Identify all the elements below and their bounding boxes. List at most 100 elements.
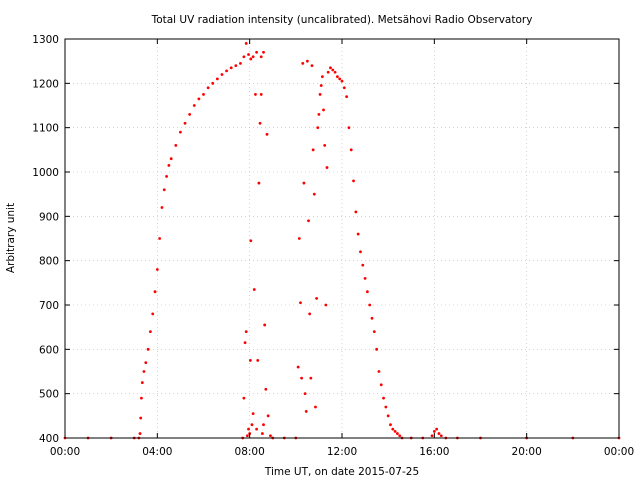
data-point [248, 359, 252, 362]
data-point [140, 381, 144, 384]
data-point [316, 126, 320, 130]
data-point [142, 370, 146, 373]
data-point [239, 61, 242, 65]
data-point [165, 175, 168, 178]
data-point [257, 181, 261, 185]
data-point [304, 410, 308, 413]
data-point [296, 365, 300, 369]
data-point [377, 370, 381, 373]
data-point [331, 68, 335, 72]
data-point [333, 70, 337, 74]
data-point [242, 55, 246, 59]
series-points [63, 42, 621, 440]
data-point [140, 396, 143, 400]
data-point [256, 359, 260, 362]
data-point [318, 93, 322, 96]
data-point [192, 104, 196, 107]
data-point [250, 423, 254, 427]
data-point [254, 93, 257, 96]
data-point [326, 70, 330, 74]
data-point [151, 312, 155, 316]
data-point [324, 303, 328, 307]
data-point [301, 61, 305, 65]
data-point [319, 84, 323, 87]
data-point [312, 192, 316, 196]
x-tick-labels: 00:00 04:00 08:00 12:00 16:00 20:00 00:00 [50, 446, 634, 458]
data-point [155, 268, 159, 271]
data-point [437, 432, 441, 435]
data-point [160, 206, 164, 209]
data-point [188, 112, 192, 116]
data-point [430, 434, 434, 438]
data-point [244, 42, 248, 45]
data-point [322, 108, 325, 112]
x-axis-label: Time UT, on date 2015-07-25 [264, 466, 419, 478]
data-point [264, 387, 268, 391]
data-point [300, 376, 304, 380]
y-tick-label: 900 [39, 211, 59, 223]
data-point [335, 75, 339, 79]
x-tick-label: 12:00 [327, 446, 357, 458]
y-tick-label: 1300 [32, 34, 59, 46]
data-point [375, 347, 379, 351]
data-point [162, 188, 166, 192]
data-point [386, 414, 390, 418]
data-point [220, 73, 224, 76]
data-point [144, 361, 148, 365]
data-point [249, 239, 253, 243]
data-point [153, 290, 157, 294]
axis-ticks [64, 38, 620, 439]
data-point [325, 166, 329, 169]
data-point [255, 427, 258, 431]
data-point [158, 237, 162, 240]
data-point [138, 432, 142, 435]
data-point [211, 81, 215, 85]
data-point [179, 130, 182, 134]
data-point [174, 144, 178, 147]
y-tick-label: 600 [39, 344, 59, 356]
x-tick-label: 00:00 [604, 446, 634, 458]
data-point [244, 330, 248, 333]
x-tick-label: 16:00 [419, 446, 449, 458]
data-point [396, 432, 399, 435]
data-point [368, 303, 372, 307]
data-point [320, 75, 324, 79]
data-point [379, 383, 383, 387]
data-point [234, 64, 238, 67]
data-point [323, 144, 327, 147]
data-point [169, 157, 173, 161]
data-point [266, 414, 270, 418]
data-point [229, 66, 233, 70]
data-point [183, 121, 187, 125]
data-point [352, 179, 355, 183]
data-point [309, 376, 313, 380]
data-point [307, 219, 310, 223]
data-point [340, 79, 344, 83]
data-point [389, 423, 392, 427]
data-point [247, 427, 250, 431]
y-tick-label: 500 [39, 389, 59, 401]
data-point [329, 66, 332, 70]
grid-layer [65, 39, 619, 438]
data-point [398, 434, 402, 438]
data-point [269, 434, 272, 438]
data-point [251, 55, 255, 59]
data-point [206, 86, 210, 90]
data-point [299, 301, 302, 305]
y-tick-label: 800 [39, 256, 59, 268]
x-tick-label: 04:00 [142, 446, 172, 458]
data-point [359, 250, 362, 254]
data-point [356, 232, 360, 236]
x-tick-label: 00:00 [50, 446, 80, 458]
y-tick-label: 1200 [32, 78, 59, 90]
data-point [255, 50, 258, 54]
data-point [391, 427, 395, 431]
data-point [311, 148, 315, 152]
data-point [149, 330, 152, 333]
data-point [262, 50, 265, 54]
data-point [259, 93, 263, 96]
data-point [245, 434, 249, 438]
data-point [354, 210, 358, 214]
data-point [297, 237, 301, 240]
